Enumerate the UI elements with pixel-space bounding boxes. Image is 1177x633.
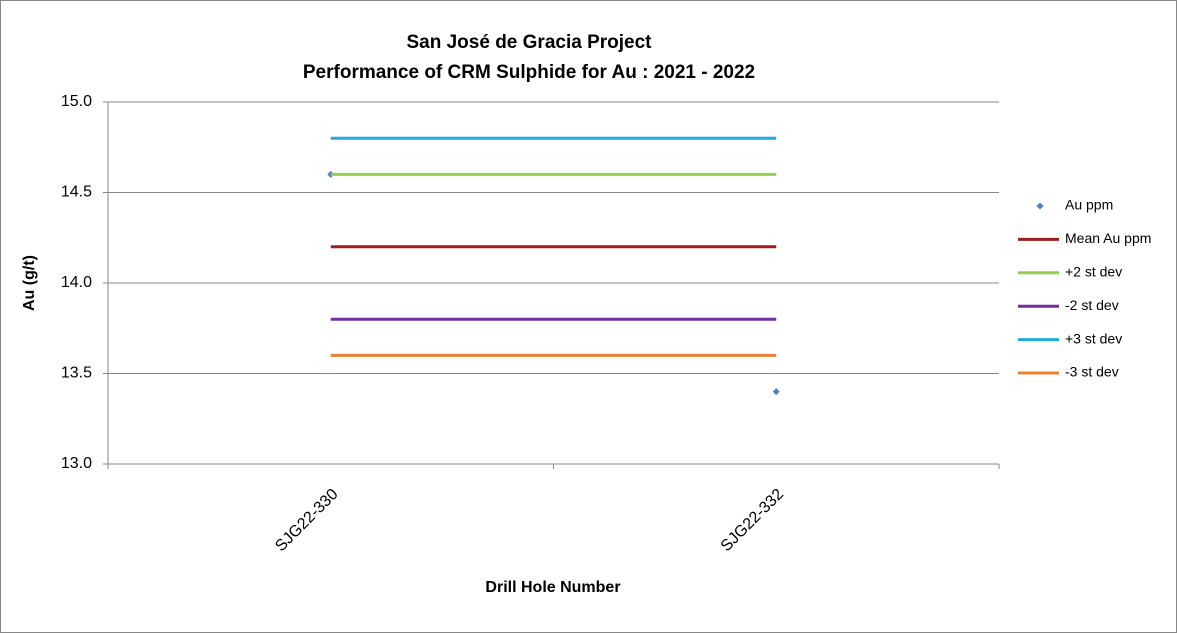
legend-label: Mean Au ppm <box>1065 230 1151 246</box>
y-axis-title: Au (g/t) <box>21 255 38 311</box>
y-tick-label: 13.0 <box>61 455 92 472</box>
y-tick-label: 14.5 <box>61 184 92 201</box>
legend-label: -2 st dev <box>1065 297 1119 313</box>
legend-marker <box>1036 202 1044 210</box>
data-point <box>772 388 780 396</box>
y-tick-label: 14.0 <box>61 274 92 291</box>
legend-label: -3 st dev <box>1065 364 1119 380</box>
chart-subtitle: Performance of CRM Sulphide for Au : 202… <box>303 62 755 83</box>
y-tick-label: 15.0 <box>61 93 92 110</box>
y-tick-label: 13.5 <box>61 365 92 382</box>
legend-label: Au ppm <box>1065 197 1113 213</box>
legend-label: +3 st dev <box>1065 330 1122 346</box>
legend-label: +2 st dev <box>1065 264 1122 280</box>
chart-title: San José de Gracia Project <box>406 32 652 53</box>
x-axis-title: Drill Hole Number <box>485 579 620 596</box>
